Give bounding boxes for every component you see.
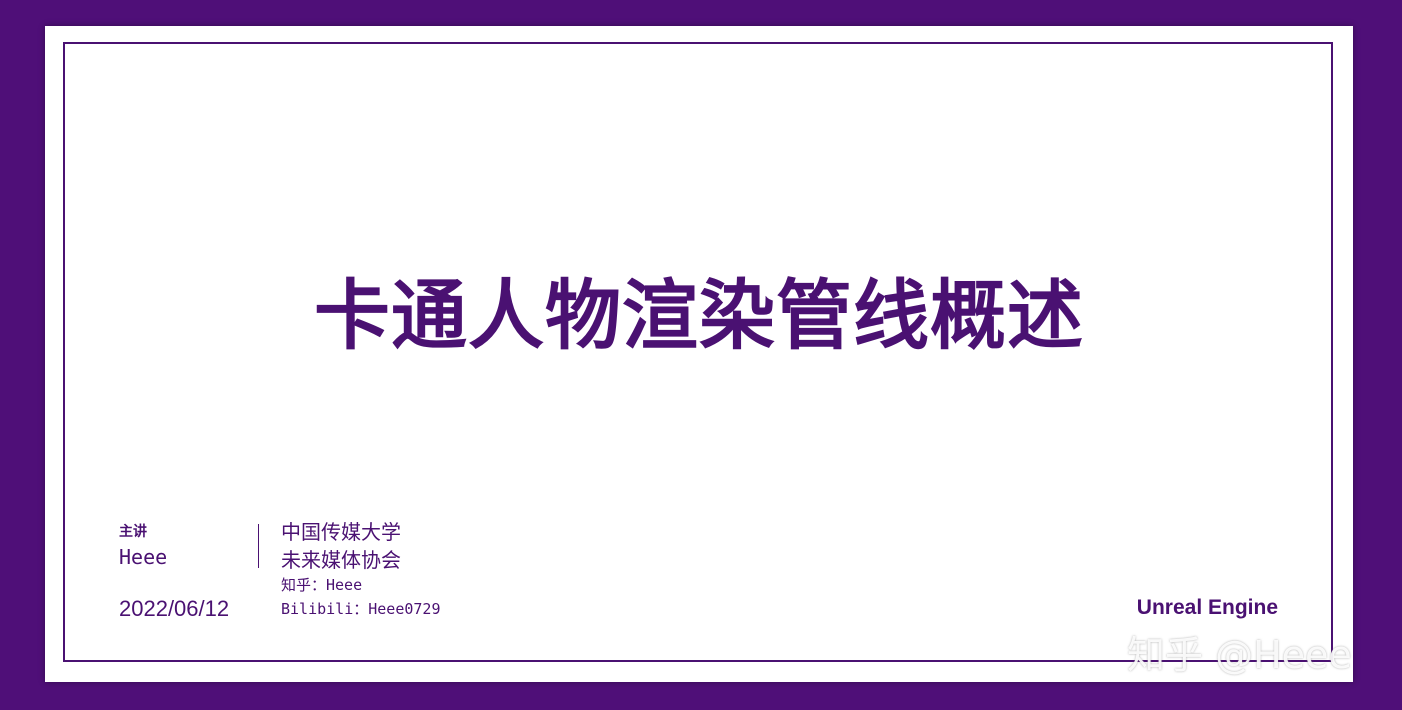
organization-block: 中国传媒大学 未来媒体协会 <box>281 518 401 574</box>
slide-title: 卡通人物渲染管线概述 <box>314 271 1084 360</box>
engine-label: Unreal Engine <box>1136 596 1278 619</box>
slide-border-frame <box>63 42 1333 662</box>
zhihu-handle: 知乎：Heee <box>281 576 363 594</box>
presenter-name: Heee <box>119 545 168 569</box>
presentation-date: 2022/06/12 <box>119 596 230 621</box>
organization-club: 未来媒体协会 <box>281 548 401 572</box>
bilibili-handle: Bilibili：Heee0729 <box>281 600 441 618</box>
organization-name: 中国传媒大学 <box>281 520 401 544</box>
zhihu-watermark: 知乎 @Heee <box>1127 633 1352 677</box>
vertical-divider <box>258 524 259 568</box>
slide: 卡通人物渲染管线概述 主讲 Heee 2022/06/12 中国传媒大学 未来媒… <box>45 26 1353 682</box>
presenter-label: 主讲 <box>119 524 147 540</box>
